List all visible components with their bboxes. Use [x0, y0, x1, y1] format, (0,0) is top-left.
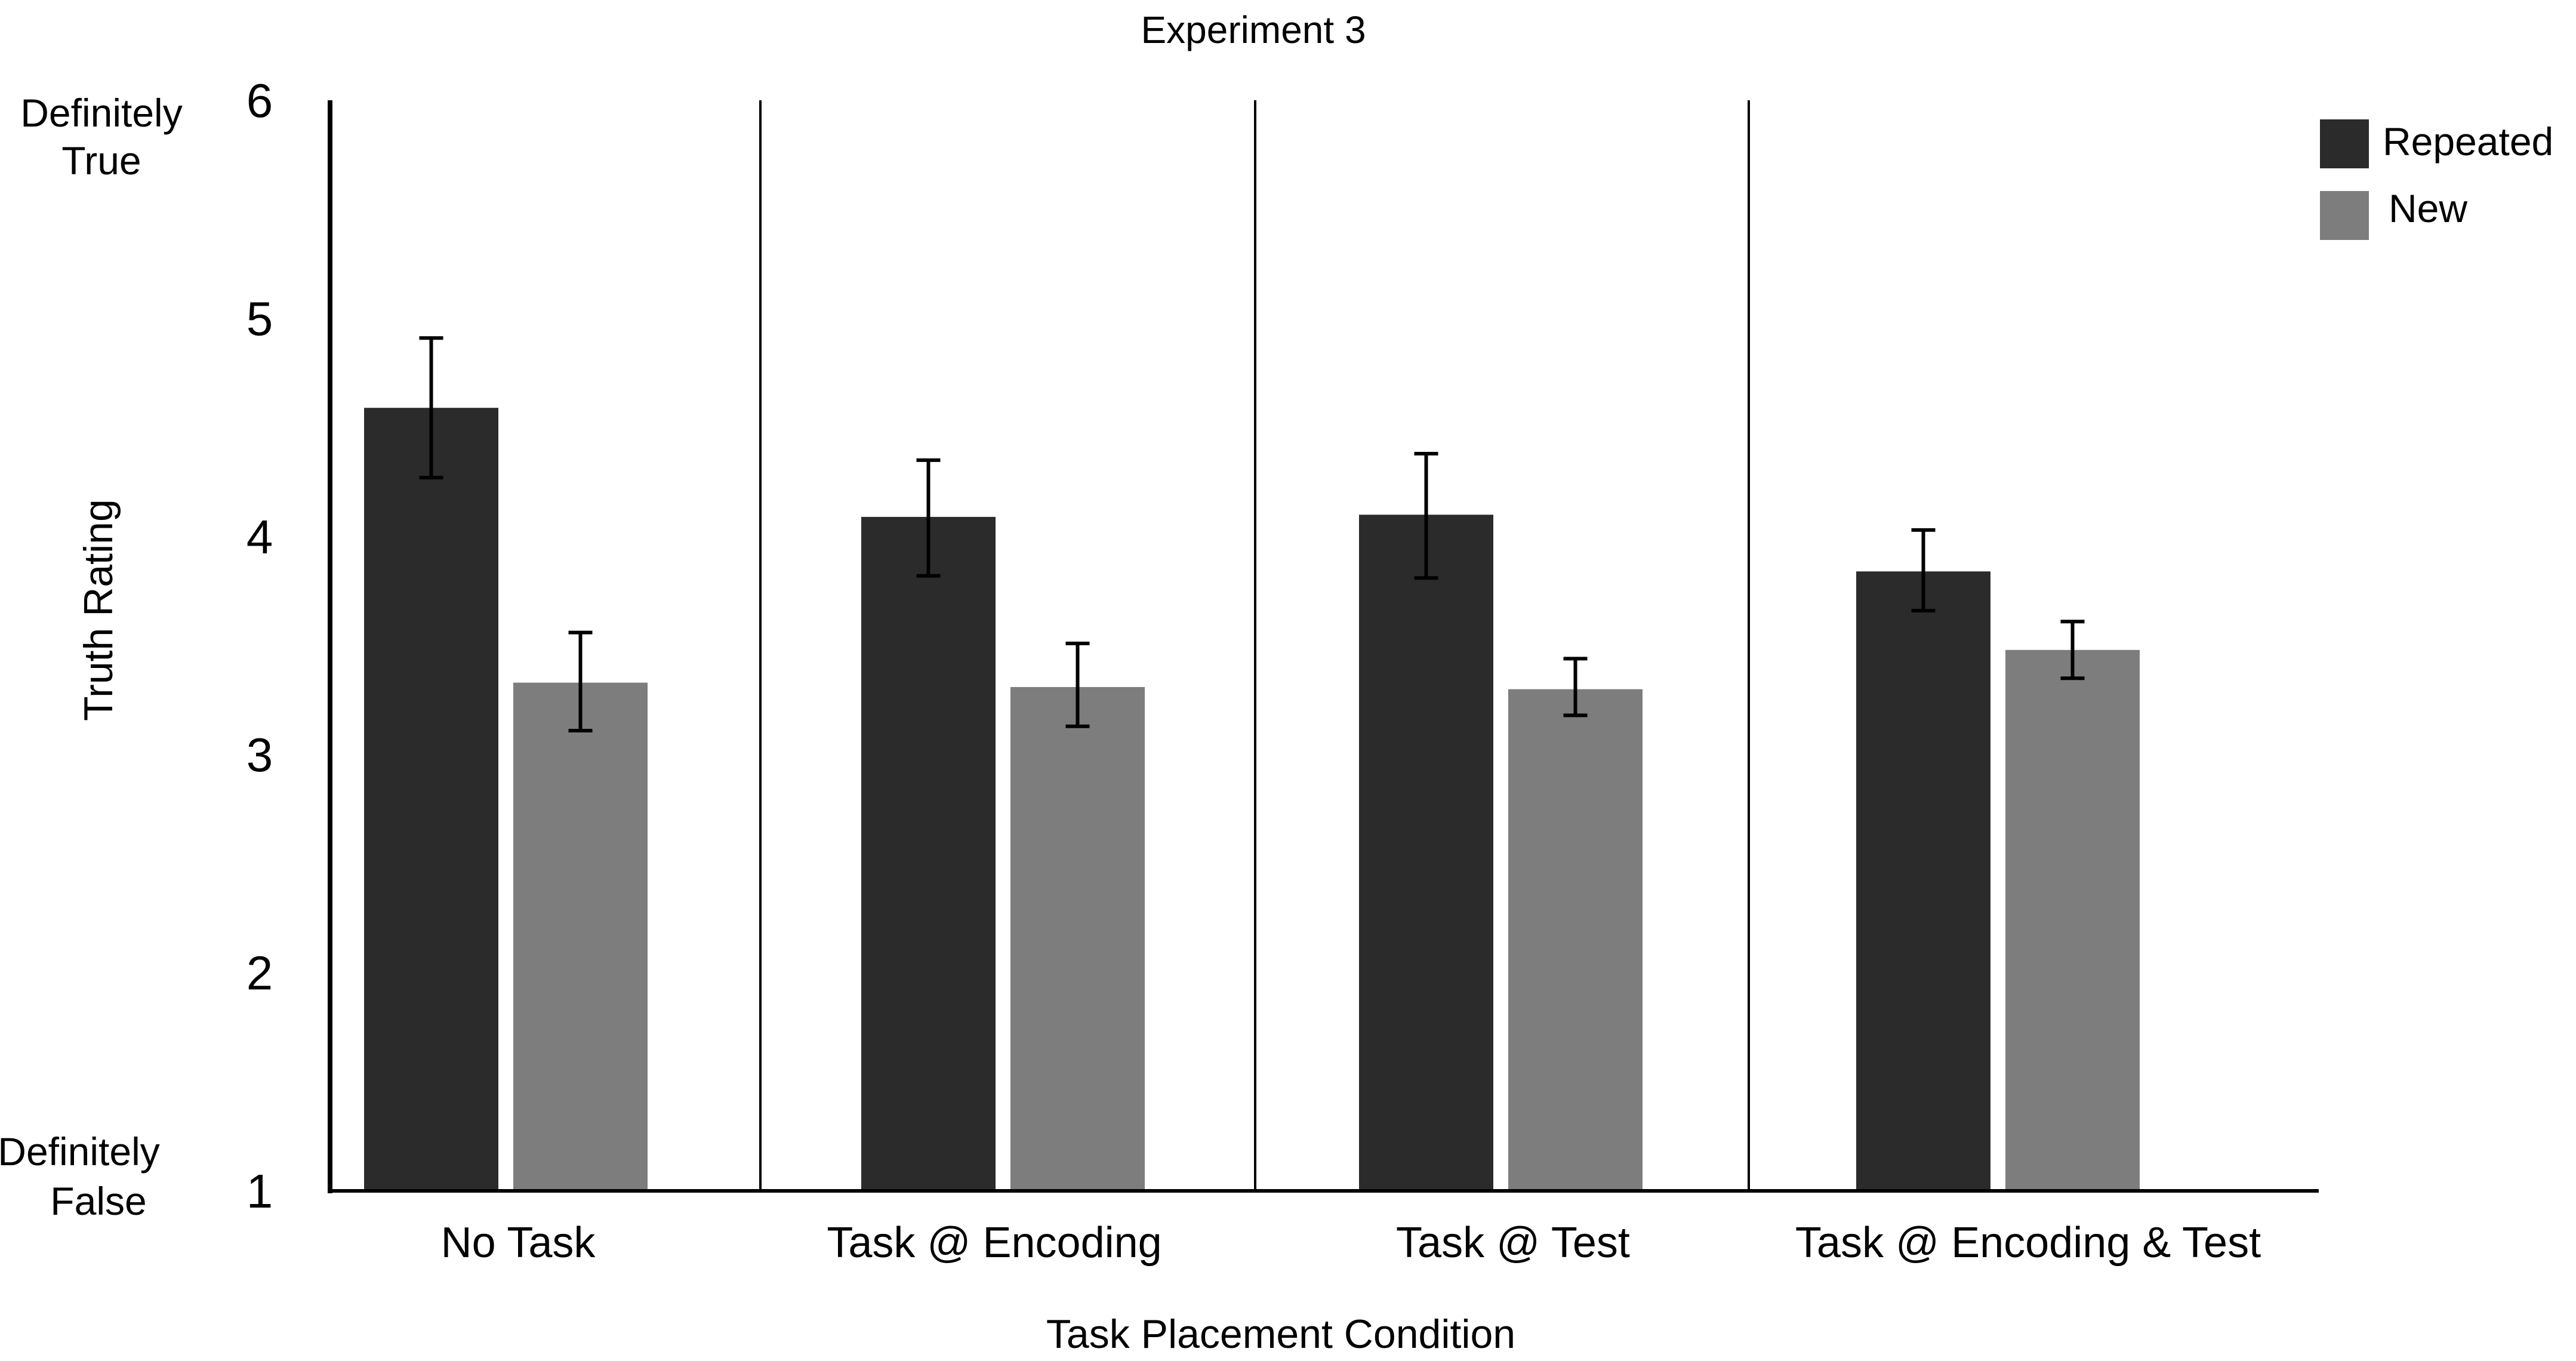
legend-label-repeated: Repeated — [2383, 119, 2553, 164]
legend: Repeated New — [2320, 119, 2553, 240]
y-extreme-top-line2: True — [61, 138, 141, 183]
y-tick-label: 2 — [246, 947, 273, 1000]
y-tick-label: 6 — [246, 74, 273, 127]
y-extreme-bottom-line1: Definitely — [0, 1129, 160, 1174]
bar-repeated-1 — [364, 408, 498, 1191]
bar-new-3 — [1508, 689, 1643, 1191]
y-tick-label: 1 — [246, 1165, 273, 1218]
y-tick-label: 3 — [246, 728, 273, 781]
x-category-label: Task @ Test — [1396, 1219, 1630, 1267]
bar-new-2 — [1010, 686, 1145, 1191]
legend-label-new: New — [2389, 186, 2467, 230]
bar-new-4 — [2005, 649, 2140, 1191]
y-tick-label: 5 — [246, 292, 273, 345]
bar-repeated-3 — [1359, 515, 1493, 1191]
plot-area: 1 2 3 4 5 6 No Task Task @ Encoding Task @ Test T… — [246, 74, 2319, 1267]
bar-repeated-2 — [861, 516, 996, 1191]
legend-swatch-new — [2320, 191, 2369, 240]
x-axis-title: Task Placement Condition — [1046, 1311, 1515, 1357]
y-axis-title: Truth Rating — [76, 499, 121, 721]
legend-swatch-repeated — [2320, 119, 2369, 168]
y-extreme-top-line1: Definitely — [20, 91, 182, 135]
x-category-label: Task @ Encoding — [827, 1219, 1161, 1267]
bar-new-1 — [513, 682, 648, 1191]
y-extreme-bottom-line2: False — [50, 1179, 146, 1223]
chart-title: Experiment 3 — [1141, 8, 1366, 51]
y-tick-label: 4 — [246, 510, 273, 564]
x-category-label: No Task — [441, 1219, 596, 1267]
bar-repeated-4 — [1856, 571, 1990, 1191]
x-category-label: Task @ Encoding & Test — [1795, 1219, 2261, 1267]
